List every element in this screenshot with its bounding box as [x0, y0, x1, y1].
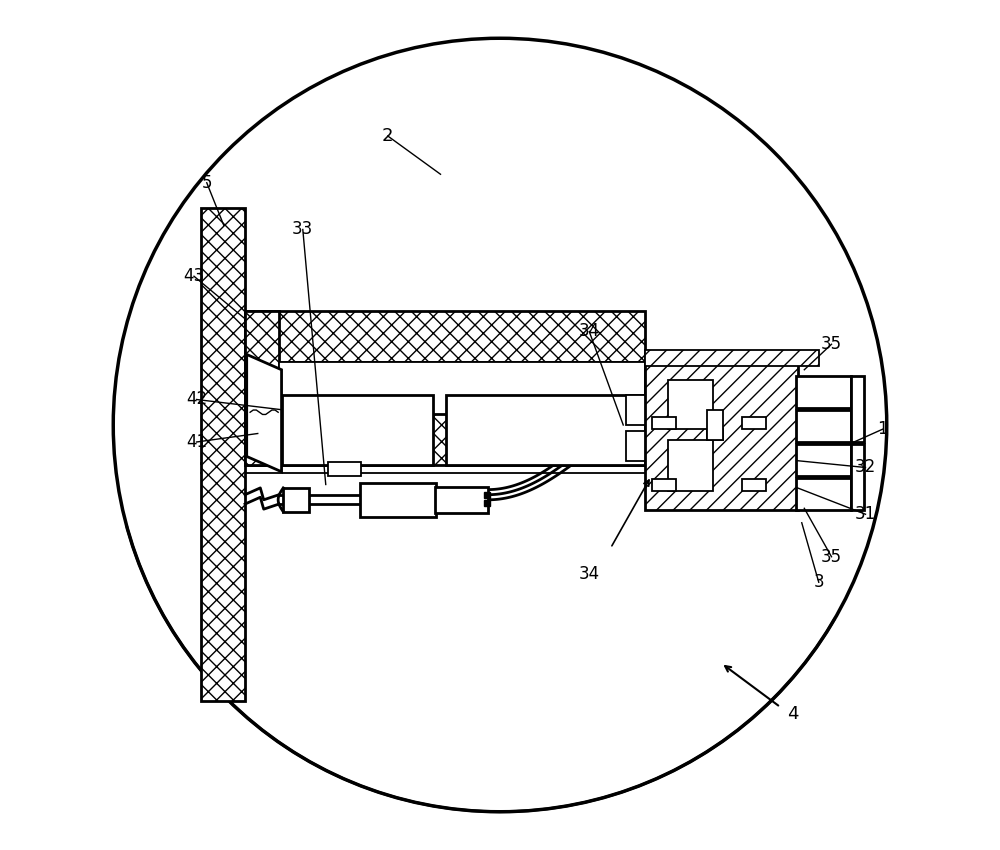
Bar — [283, 488, 309, 512]
Text: 41: 41 — [186, 433, 207, 451]
Bar — [245, 311, 644, 362]
Bar — [796, 376, 851, 408]
Text: 42: 42 — [186, 390, 207, 409]
Text: 43: 43 — [183, 267, 205, 286]
Bar — [328, 462, 361, 476]
Text: 1: 1 — [877, 420, 888, 439]
Bar — [796, 478, 851, 510]
Bar — [245, 311, 279, 465]
Bar — [668, 440, 713, 491]
Bar — [851, 376, 864, 442]
Bar — [446, 395, 645, 465]
Bar — [435, 487, 488, 513]
Bar — [707, 429, 723, 440]
Bar — [796, 444, 851, 476]
Bar — [360, 483, 436, 517]
Bar — [796, 410, 851, 442]
Bar — [279, 362, 645, 414]
Text: 34: 34 — [579, 564, 600, 583]
Bar — [652, 479, 676, 491]
Bar — [851, 444, 864, 510]
Bar — [668, 380, 713, 429]
Text: 3: 3 — [813, 573, 824, 592]
Text: 35: 35 — [821, 547, 842, 566]
Bar — [707, 410, 723, 440]
Text: 2: 2 — [382, 127, 394, 145]
Bar — [742, 416, 766, 429]
Text: 5: 5 — [202, 173, 212, 192]
Text: 4: 4 — [788, 705, 799, 723]
Text: 34: 34 — [579, 322, 600, 341]
Text: 32: 32 — [855, 458, 876, 477]
Bar — [626, 395, 645, 425]
Bar — [245, 414, 644, 465]
Text: 31: 31 — [855, 505, 876, 524]
Text: 35: 35 — [821, 335, 842, 354]
Bar — [201, 208, 245, 701]
Bar — [644, 361, 798, 510]
Bar — [626, 431, 645, 461]
Bar — [282, 395, 433, 465]
Bar — [644, 350, 819, 366]
Text: 33: 33 — [292, 220, 313, 239]
Polygon shape — [247, 354, 282, 472]
Bar — [652, 416, 676, 429]
Bar — [742, 479, 766, 491]
